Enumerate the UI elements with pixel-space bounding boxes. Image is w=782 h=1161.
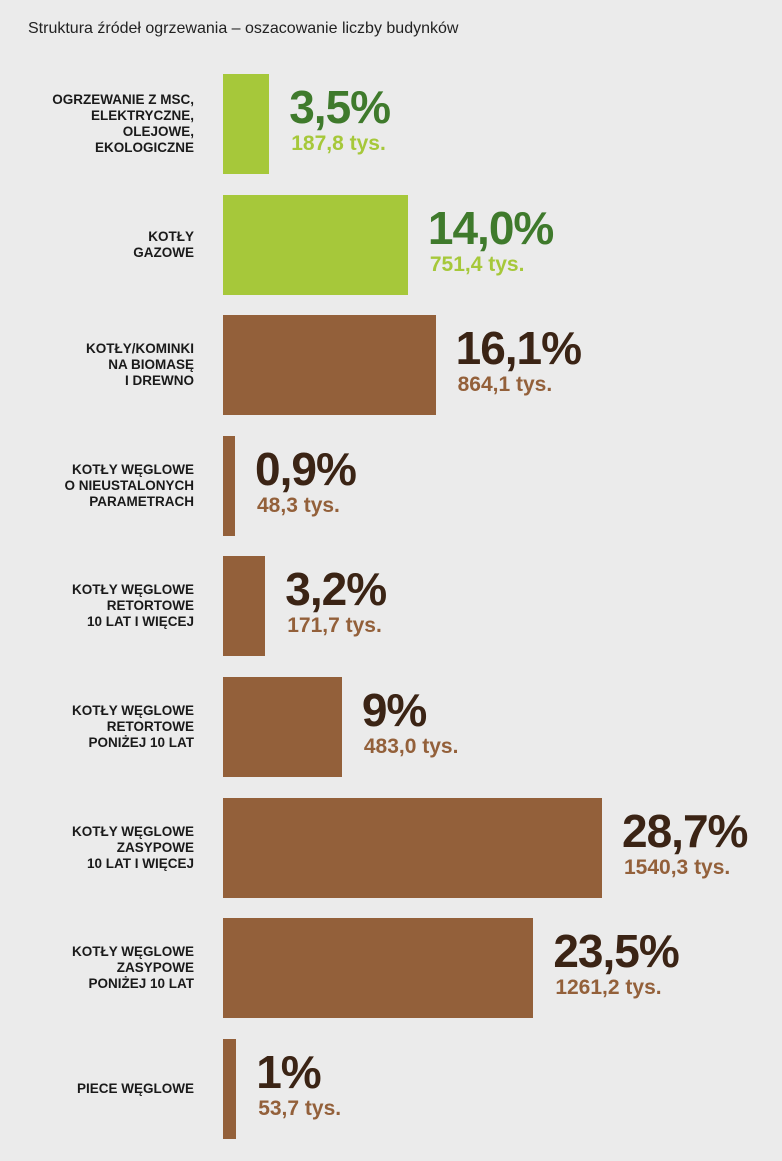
value-label-group: 28,7% 1540,3 tys. (622, 804, 748, 880)
count-label: 53,7 tys. (258, 1096, 342, 1120)
category-label-line: GAZOWE (133, 244, 194, 260)
chart-title: Struktura źródeł ogrzewania – oszacowani… (28, 20, 459, 37)
bar-row: KOTŁY WĘGLOWE ZASYPOWE 10 LAT I WIĘCEJ 28,7… (0, 797, 782, 898)
category-label-line: PIECE WĘGLOWE (76, 1080, 194, 1096)
category-label-line: KOTŁY WĘGLOWE (72, 703, 194, 718)
value-label-group: 3,5% 187,8 tys. (289, 81, 391, 156)
category-label: KOTŁY WĘGLOWE RETORTOWE 10 LAT I WIĘCEJ (72, 556, 194, 656)
category-label: KOTŁY WĘGLOWE ZASYPOWE PONIŻEJ 10 LAT (72, 918, 194, 1018)
percent-label: 16,1% (455, 322, 582, 375)
category-label-line: KOTŁY WĘGLOWE (72, 944, 194, 960)
category-label: OGRZEWANIE Z MSC, ELEKTRYCZNE, OLEJOWE, EKO… (52, 74, 194, 174)
bar-row: KOTŁY/KOMINKI NA BIOMASĘ I DREWNO 16,1% 864,… (0, 315, 782, 416)
percent-label: 0,9% (255, 442, 357, 495)
bar-row: PIECE WĘGLOWE 1% 53,7 tys. (0, 1038, 782, 1139)
category-label-line: KOTŁY WĘGLOWE (72, 461, 194, 477)
category-label: PIECE WĘGLOWE (77, 1039, 194, 1139)
value-label-group: 9% 483,0 tys. (362, 685, 459, 759)
value-label-group: 3,2% 171,7 tys. (285, 563, 387, 638)
count-label: 483,0 tys. (363, 735, 459, 758)
percent-label: 3,2% (285, 563, 387, 616)
category-label-line: O NIEUSTALONYCH (64, 477, 194, 493)
percent-label: 1% (256, 1045, 321, 1098)
category-label-line: ZASYPOWE (116, 960, 194, 976)
category-label-line: 10 LAT I WIĘCEJ (86, 855, 194, 871)
count-label: 751,4 tys. (429, 252, 525, 276)
bar-row: KOTŁY GAZOWE 14,0% 751,4 tys. (0, 194, 782, 295)
bar (223, 1038, 237, 1139)
bar-row: KOTŁY WĘGLOWE RETORTOWE PONIŻEJ 10 LAT 9% 48… (0, 677, 782, 777)
value-label-group: 14,0% 751,4 tys. (427, 201, 554, 277)
category-label-line: KOTŁY WĘGLOWE (72, 582, 194, 598)
count-label: 48,3 tys. (257, 493, 340, 517)
bar-row: OGRZEWANIE Z MSC, ELEKTRYCZNE, OLEJOWE, EKO… (0, 74, 782, 174)
category-label: KOTŁY WĘGLOWE RETORTOWE PONIŻEJ 10 LAT (72, 677, 194, 777)
value-label-group: 1% 53,7 tys. (256, 1047, 341, 1121)
bar (223, 677, 342, 777)
category-label-line: KOTŁY/KOMINKI (86, 341, 194, 357)
count-label: 1261,2 tys. (555, 976, 662, 1000)
percent-label: 23,5% (553, 925, 679, 978)
category-label: KOTŁY WĘGLOWE O NIEUSTALONYCH PARAMETRACH (64, 436, 194, 536)
bar (223, 918, 534, 1019)
bar (223, 435, 235, 536)
category-label-line: KOTŁY WĘGLOWE (72, 823, 194, 839)
bar-row: KOTŁY WĘGLOWE O NIEUSTALONYCH PARAMETRACH 0… (0, 435, 782, 536)
value-label-group: 0,9% 48,3 tys. (255, 442, 357, 518)
count-label: 171,7 tys. (287, 614, 382, 638)
category-label: KOTŁY/KOMINKI NA BIOMASĘ I DREWNO (86, 315, 194, 415)
category-label-line: 10 LAT I WIĘCEJ (86, 614, 194, 630)
category-label-line: EKOLOGICZNE (94, 140, 194, 155)
bar (223, 194, 408, 295)
value-label-group: 23,5% 1261,2 tys. (553, 925, 679, 1000)
category-label-line: RETORTOWE (106, 719, 194, 734)
percent-label: 9% (361, 684, 427, 736)
count-label: 187,8 tys. (291, 132, 386, 155)
count-label: 864,1 tys. (457, 373, 553, 397)
category-label-line: PONIŻEJ 10 LAT (88, 976, 194, 992)
percent-label: 28,7% (622, 804, 748, 857)
category-label-line: ELEKTRYCZNE, (90, 108, 194, 123)
bar (223, 315, 436, 416)
category-label-line: PONIŻEJ 10 LAT (88, 735, 194, 750)
category-label-line: ZASYPOWE (116, 839, 194, 855)
category-label-line: I DREWNO (125, 373, 194, 389)
category-label-line: PARAMETRACH (89, 493, 194, 509)
category-label-line: OGRZEWANIE Z MSC, (52, 92, 194, 107)
category-label: KOTŁY GAZOWE (133, 195, 194, 295)
bar-row: KOTŁY WĘGLOWE RETORTOWE 10 LAT I WIĘCEJ 3,2… (0, 556, 782, 657)
value-label-group: 16,1% 864,1 tys. (455, 322, 582, 397)
category-label-line: NA BIOMASĘ (108, 357, 194, 373)
percent-label: 14,0% (427, 201, 554, 254)
bar (223, 74, 270, 174)
category-label-line: RETORTOWE (106, 598, 194, 614)
category-label: KOTŁY WĘGLOWE ZASYPOWE 10 LAT I WIĘCEJ (72, 798, 194, 898)
category-label-line: KOTŁY (148, 228, 194, 244)
count-label: 1540,3 tys. (624, 855, 731, 879)
percent-label: 3,5% (289, 81, 391, 133)
category-label-line: OLEJOWE, (122, 124, 194, 139)
bar (223, 556, 266, 657)
bar (223, 797, 602, 898)
bar-row: KOTŁY WĘGLOWE ZASYPOWE PONIŻEJ 10 LAT 23,5%… (0, 918, 782, 1019)
